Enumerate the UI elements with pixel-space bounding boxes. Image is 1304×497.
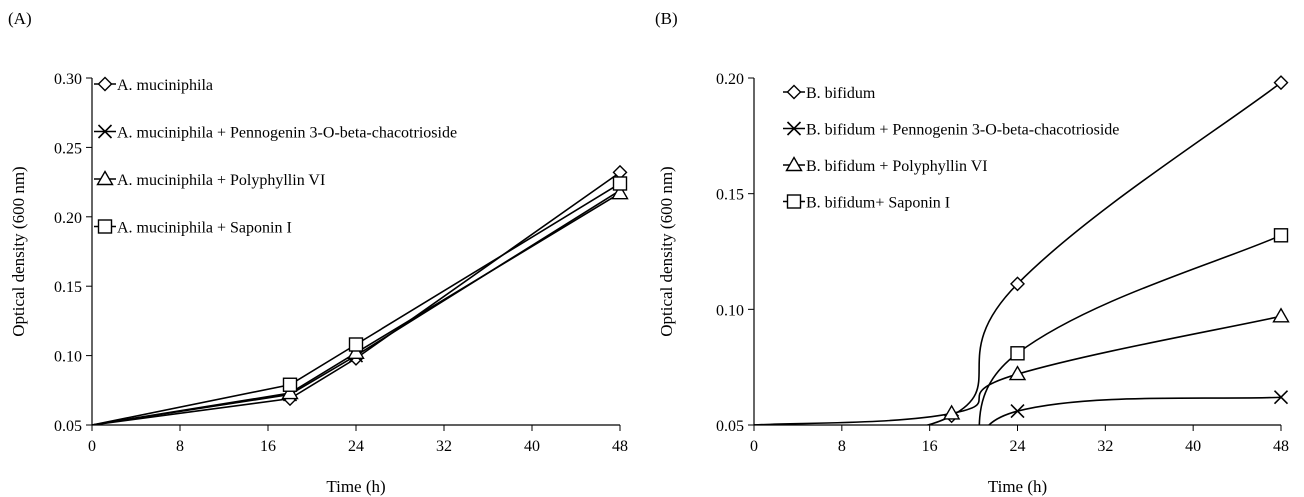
series-triangle bbox=[91, 184, 629, 425]
series-triangle bbox=[753, 307, 1290, 425]
x-axis-title: Time (h) bbox=[988, 477, 1047, 496]
series-line bbox=[91, 192, 621, 425]
x-tick-label: 0 bbox=[750, 438, 758, 455]
data-point bbox=[282, 377, 298, 392]
data-point bbox=[347, 343, 365, 360]
panel-label: (A) bbox=[8, 9, 32, 28]
series-diamond bbox=[91, 164, 628, 425]
data-point bbox=[281, 384, 299, 400]
x-tick-label: 16 bbox=[260, 438, 276, 455]
series-line bbox=[753, 315, 1282, 425]
legend-marker bbox=[786, 121, 802, 136]
x-tick-label: 24 bbox=[1010, 438, 1026, 455]
legend-label: B. bifidum + Pennogenin 3-O-beta-chacotr… bbox=[806, 122, 1119, 139]
legend-marker bbox=[786, 194, 802, 209]
data-point bbox=[1010, 404, 1025, 419]
x-tick-label: 48 bbox=[612, 438, 628, 455]
legend-item: B. bifidum bbox=[783, 84, 876, 102]
y-axis-title: Optical density (600 nm) bbox=[657, 166, 676, 336]
legend-item: B. bifidum + Pennogenin 3-O-beta-chacotr… bbox=[783, 121, 1119, 139]
x-tick-label: 32 bbox=[1097, 438, 1113, 455]
legend-item: B. bifidum+ Saponin I bbox=[783, 194, 950, 212]
data-point bbox=[1272, 307, 1290, 323]
legend-item: A. muciniphila + Polyphyllin VI bbox=[94, 170, 325, 189]
marker-x-stroke bbox=[1273, 390, 1289, 405]
series-line bbox=[753, 81, 1282, 425]
series-line bbox=[91, 182, 621, 425]
x-tick-label: 8 bbox=[176, 438, 184, 455]
y-tick-label: 0.25 bbox=[54, 140, 82, 157]
legend-marker bbox=[96, 170, 114, 186]
y-axis-title: Optical density (600 nm) bbox=[9, 166, 28, 336]
data-point bbox=[1010, 276, 1025, 292]
y-tick-label: 0.20 bbox=[716, 71, 744, 88]
x-tick-label: 40 bbox=[1185, 438, 1201, 455]
data-point bbox=[1273, 390, 1289, 405]
data-point bbox=[1008, 365, 1027, 381]
data-point bbox=[348, 337, 364, 352]
chart-panel-b: (B) 0 8 16 24 32 40 48 0.05 0.10 0.15 0.20 Time (h) O… bbox=[655, 9, 1290, 496]
series-line bbox=[91, 171, 621, 425]
y-tick-label: 0.15 bbox=[54, 279, 82, 296]
marker-x-stroke bbox=[97, 124, 113, 139]
x-tick-label: 0 bbox=[88, 438, 96, 455]
legend-marker bbox=[786, 84, 802, 100]
series-square bbox=[91, 176, 628, 425]
legend-label: A. muciniphila bbox=[117, 77, 213, 94]
data-point bbox=[1273, 75, 1289, 91]
legend-label: A. muciniphila + Pennogenin 3-O-beta-cha… bbox=[117, 125, 457, 142]
series-line bbox=[754, 234, 1282, 425]
legend-item: A. muciniphila + Pennogenin 3-O-beta-cha… bbox=[94, 124, 457, 142]
marker-x-stroke bbox=[1010, 404, 1025, 419]
legend-marker bbox=[97, 124, 113, 139]
chart-panel-a: (A) 0 8 16 24 32 40 48 0.05 0.10 0.15 0.20 0.25 0.30 T… bbox=[8, 9, 629, 496]
y-tick-label: 0.05 bbox=[54, 418, 82, 435]
series-x bbox=[754, 390, 1289, 425]
marker-x-stroke bbox=[786, 121, 802, 136]
panel-label: (B) bbox=[655, 9, 678, 28]
y-tick-label: 0.10 bbox=[54, 349, 82, 366]
legend-label: B. bifidum+ Saponin I bbox=[806, 195, 950, 212]
y-tick-label: 0.15 bbox=[716, 187, 744, 204]
x-tick-label: 32 bbox=[436, 438, 452, 455]
x-axis-title: Time (h) bbox=[326, 477, 385, 496]
x-tick-label: 8 bbox=[838, 438, 846, 455]
data-point bbox=[1010, 346, 1025, 361]
legend-label: A. muciniphila + Saponin I bbox=[117, 220, 292, 237]
data-point bbox=[611, 184, 629, 200]
data-point bbox=[942, 404, 961, 420]
y-tick-label: 0.10 bbox=[716, 302, 744, 319]
legend-label: B. bifidum + Polyphyllin VI bbox=[806, 158, 988, 175]
legend-label: B. bifidum bbox=[806, 85, 876, 102]
x-tick-label: 16 bbox=[922, 438, 938, 455]
data-point bbox=[612, 176, 628, 191]
legend-item: A. muciniphila bbox=[94, 76, 213, 94]
legend-marker bbox=[785, 156, 803, 172]
legend-marker bbox=[97, 219, 113, 234]
legend-item: B. bifidum + Polyphyllin VI bbox=[783, 156, 988, 175]
series-square bbox=[754, 228, 1289, 425]
y-tick-label: 0.05 bbox=[716, 418, 744, 435]
x-tick-label: 48 bbox=[1273, 438, 1289, 455]
y-tick-label: 0.30 bbox=[54, 71, 82, 88]
legend-marker bbox=[97, 76, 113, 92]
series-line bbox=[754, 396, 1282, 425]
x-tick-label: 24 bbox=[348, 438, 364, 455]
legend-item: A. muciniphila + Saponin I bbox=[94, 219, 292, 237]
y-tick-label: 0.20 bbox=[54, 210, 82, 227]
legend-label: A. muciniphila + Polyphyllin VI bbox=[117, 172, 325, 189]
data-point bbox=[1273, 228, 1289, 243]
x-tick-label: 40 bbox=[524, 438, 540, 455]
